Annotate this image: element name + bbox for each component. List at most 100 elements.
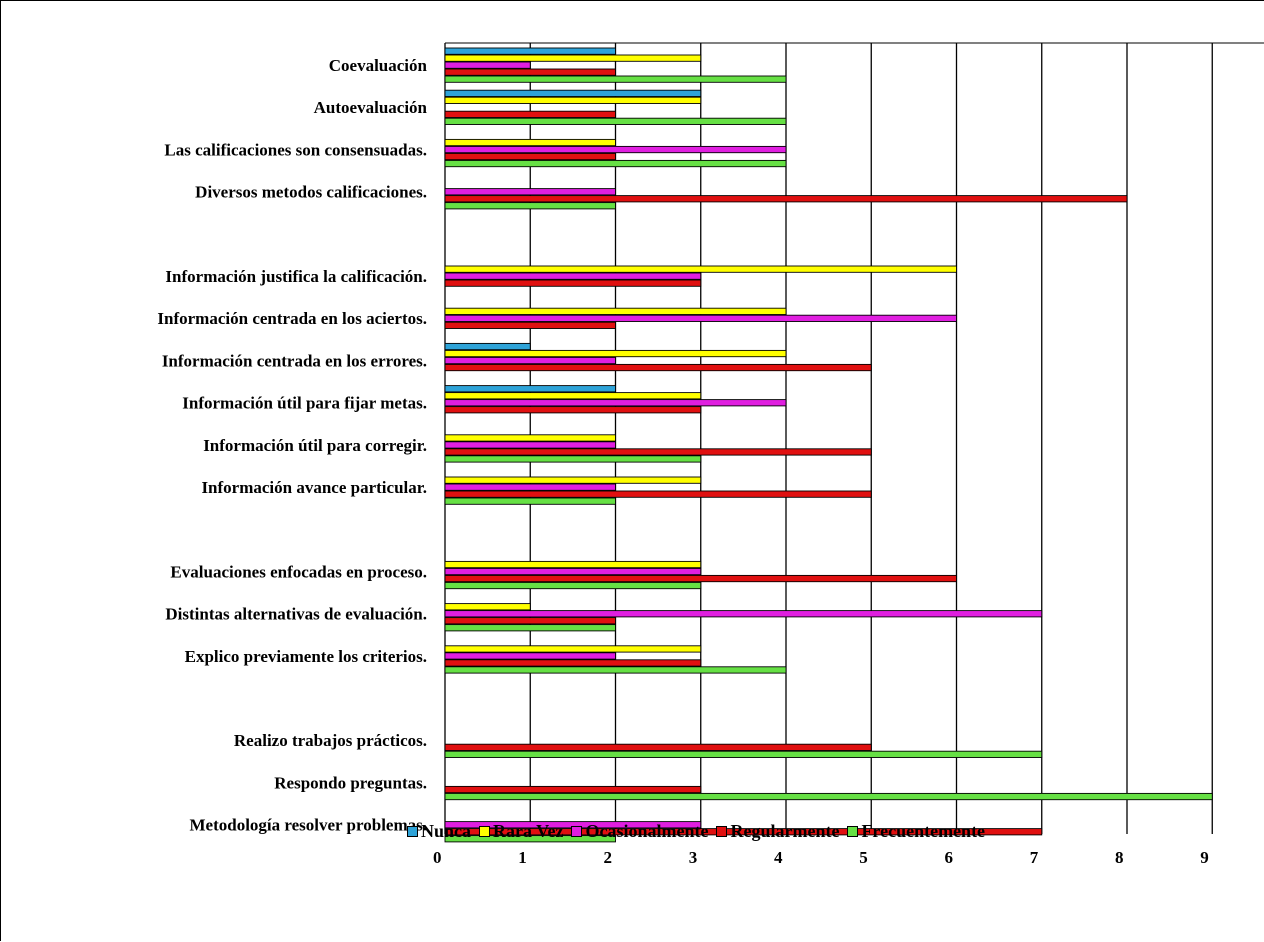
bar-regularmente xyxy=(444,195,1128,203)
bar-nunca xyxy=(444,89,702,97)
bar-nunca xyxy=(444,342,531,351)
category-label: Realizo trabajos prácticos. xyxy=(234,731,427,750)
tick-label-x: 2 xyxy=(604,848,613,867)
legend-swatch xyxy=(716,825,728,837)
bar-ocasionalmente xyxy=(444,314,957,322)
bar-rara-vez xyxy=(444,603,531,611)
category-label: Información avance particular. xyxy=(201,478,427,497)
bar-ocasionalmente xyxy=(444,61,531,69)
tick-label-x: 4 xyxy=(774,848,783,867)
tick-label-x: 8 xyxy=(1115,848,1124,867)
category-label: Metodología resolver problemas. xyxy=(189,816,427,835)
bar-ocasionalmente xyxy=(444,483,616,491)
legend-label: Regularmente xyxy=(730,820,840,841)
legend-swatch xyxy=(571,825,583,837)
bar-rara-vez xyxy=(444,434,616,442)
legend-item: Ocasionalmente xyxy=(571,821,708,842)
bar-regularmente xyxy=(444,574,957,583)
legend-item: Regularmente xyxy=(716,821,839,842)
legend-item: Rara Vez xyxy=(478,820,564,842)
bar-frecuentemente xyxy=(444,835,616,843)
category-label: Información justifica la calificación. xyxy=(165,267,427,286)
legend-swatch xyxy=(406,825,418,837)
tick-label-x: 5 xyxy=(859,848,868,867)
tick-label-x: 3 xyxy=(689,848,698,867)
category-label: Autoevaluación xyxy=(314,98,428,117)
legend-label: Nunca xyxy=(420,820,471,841)
category-label: Información útil para fijar metas. xyxy=(182,394,427,413)
bar-rara-vez xyxy=(444,307,787,315)
bar-regularmente xyxy=(444,659,702,667)
bar-frecuentemente xyxy=(444,792,1213,801)
bar-frecuentemente xyxy=(444,624,616,632)
bar-ocasionalmente xyxy=(444,399,787,407)
category-label: Las calificaciones son consensuadas. xyxy=(164,140,427,159)
bar-frecuentemente xyxy=(444,117,787,125)
bar-ocasionalmente xyxy=(444,441,616,449)
bar-regularmente xyxy=(444,68,616,76)
bar-frecuentemente xyxy=(444,455,702,463)
bar-frecuentemente xyxy=(444,666,787,674)
bar-frecuentemente xyxy=(444,497,616,505)
bar-rara-vez xyxy=(444,349,787,358)
bar-rara-vez xyxy=(444,138,616,147)
bar-ocasionalmente xyxy=(444,188,616,196)
bar-regularmente xyxy=(444,828,1043,836)
legend-swatch xyxy=(478,825,490,837)
legend-label: Rara Vez xyxy=(492,820,564,841)
bar-regularmente xyxy=(444,448,872,456)
bar-regularmente xyxy=(444,490,872,498)
category-label: Información centrada en los aciertos. xyxy=(157,309,427,328)
bar-regularmente xyxy=(444,152,616,161)
bar-regularmente xyxy=(444,785,702,794)
category-label: Distintas alternativas de evaluación. xyxy=(165,605,427,624)
bar-rara-vez xyxy=(444,392,702,400)
bar-rara-vez xyxy=(444,54,702,62)
category-label: Información útil para corregir. xyxy=(203,436,427,455)
tick-label-x: 1 xyxy=(518,848,527,867)
bar-regularmente xyxy=(444,406,702,414)
bar-rara-vez xyxy=(444,265,957,273)
legend-swatch xyxy=(847,825,859,837)
category-label: Evaluaciones enfocadas en proceso. xyxy=(170,562,427,581)
bar-rara-vez xyxy=(444,96,702,104)
bar-rara-vez xyxy=(444,476,702,484)
bar-nunca xyxy=(444,47,616,55)
bar-ocasionalmente xyxy=(444,272,702,280)
bar-regularmente xyxy=(444,110,616,118)
legend-item: Frecuentemente xyxy=(847,821,985,842)
legend-item: Nunca xyxy=(406,820,471,842)
category-label: Información centrada en los errores. xyxy=(162,351,427,370)
bar-rara-vez xyxy=(444,560,702,569)
bar-regularmente xyxy=(444,743,872,751)
bar-rara-vez xyxy=(444,645,702,653)
category-label: Diversos metodos calificaciones. xyxy=(195,183,427,202)
tick-label-x: 9 xyxy=(1200,848,1209,867)
bar-frecuentemente xyxy=(444,202,616,210)
category-label: Respondo preguntas. xyxy=(274,773,427,792)
legend: Nunca Rara Vez Ocasionalmente Regularmente F… xyxy=(1,816,1264,846)
bar-ocasionalmente xyxy=(444,652,616,660)
legend-label: Frecuentemente xyxy=(861,820,986,841)
bar-ocasionalmente xyxy=(444,610,1043,618)
tick-label-x: 6 xyxy=(945,848,954,867)
category-label: Coevaluación xyxy=(329,56,428,75)
bar-regularmente xyxy=(444,321,616,329)
bar-regularmente xyxy=(444,279,702,287)
tick-label-x: 0 xyxy=(433,848,442,867)
bar-ocasionalmente xyxy=(444,145,787,154)
bar-frecuentemente xyxy=(444,75,787,83)
bar-regularmente xyxy=(444,363,872,372)
category-label: Explico previamente los criterios. xyxy=(185,647,427,666)
bar-ocasionalmente xyxy=(444,567,702,576)
bar-regularmente xyxy=(444,617,616,625)
bar-frecuentemente xyxy=(444,581,702,590)
bar-frecuentemente xyxy=(444,159,787,168)
bar-ocasionalmente xyxy=(444,356,616,365)
tick-label-x: 7 xyxy=(1030,848,1039,867)
bar-frecuentemente xyxy=(444,750,1043,758)
legend-label: Ocasionalmente xyxy=(585,820,709,841)
bar-nunca xyxy=(444,385,616,393)
